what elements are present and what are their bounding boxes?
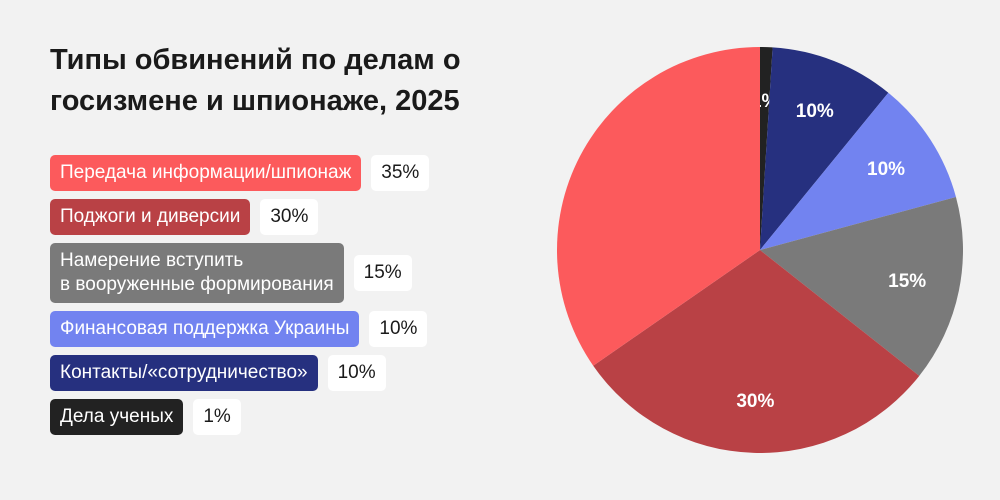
pie-slice: [760, 196, 963, 376]
legend-item: Дела ученых 1%: [50, 399, 429, 435]
pie-slice: [557, 47, 760, 366]
legend-item: Финансовая поддержка Украины 10%: [50, 311, 429, 347]
legend-item: Намерение вступить в вооруженные формиро…: [50, 243, 429, 303]
legend-value: 10%: [369, 311, 428, 347]
legend-item: Передача информации/шпионаж 35%: [50, 155, 430, 191]
legend-item: Контакты/«сотрудничество» 10%: [50, 355, 429, 391]
slice-value-label: 10%: [796, 101, 834, 122]
legend-label: Дела ученых: [50, 399, 184, 435]
pie-chart: 1% 10%10%15%30%: [557, 47, 963, 453]
pie-slice: [760, 92, 956, 250]
legend-label: Намерение вступить в вооруженные формиро…: [50, 243, 344, 303]
slice-value-label: 10%: [867, 159, 905, 180]
legend-value: 35%: [371, 155, 430, 191]
legend-value: 30%: [260, 199, 319, 235]
legend-item: Поджоги и диверсии 30%: [50, 199, 429, 235]
legend-label: Поджоги и диверсии: [50, 199, 251, 235]
pie-slice: [760, 47, 889, 250]
legend: Передача информации/шпионаж 35% Поджоги и …: [50, 155, 430, 435]
pie-slice: [593, 250, 920, 453]
legend-value: 15%: [353, 255, 412, 291]
slice-value-label: 30%: [736, 391, 774, 412]
legend-label: Финансовая поддержка Украины: [50, 311, 360, 347]
slice-value-label: 15%: [888, 271, 926, 292]
pie-slice: [760, 47, 773, 250]
legend-value: 1%: [193, 399, 241, 435]
chart-title: Типы обвинений по делам о госизмене и шп…: [50, 44, 461, 117]
legend-label: Контакты/«сотрудничество»: [50, 355, 318, 391]
legend-label: Передача информации/шпионаж: [50, 155, 362, 191]
legend-value: 10%: [327, 355, 386, 391]
